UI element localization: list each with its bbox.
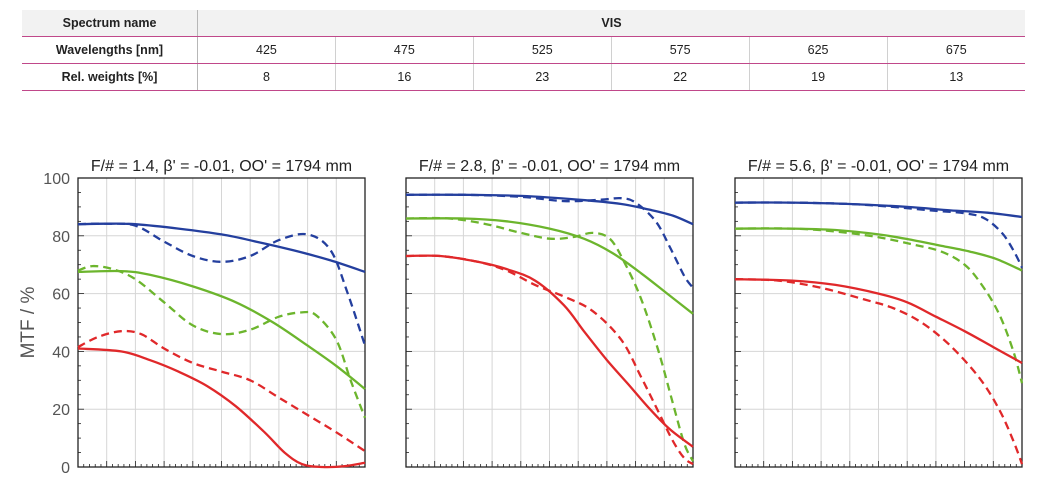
y-tick-label: 0	[61, 460, 70, 477]
y-tick-label: 60	[52, 287, 70, 304]
spectrum-table: Spectrum name VIS Wavelengths [nm] 425 4…	[22, 10, 1025, 91]
chart-title: F/# = 2.8, β' = -0.01, OO' = 1794 mm	[419, 158, 680, 175]
y-tick-label: 40	[52, 344, 70, 361]
weight-cell: 22	[611, 63, 750, 91]
weight-cell: 16	[335, 63, 474, 91]
spectrum-name-value: VIS	[197, 10, 1025, 37]
mtf-curve-solid	[405, 193, 694, 226]
weight-cell: 19	[749, 63, 888, 91]
wavelength-cell: 525	[473, 36, 612, 64]
spectrum-row: Spectrum name VIS	[22, 10, 1025, 37]
wavelength-cell: 425	[197, 36, 336, 64]
chart-title: F/# = 5.6, β' = -0.01, OO' = 1794 mm	[748, 158, 1009, 175]
mtf-curve-dashed	[734, 227, 1024, 384]
weight-cell: 13	[887, 63, 1025, 91]
spectrum-name-label: Spectrum name	[22, 10, 198, 37]
wavelength-cell: 625	[749, 36, 888, 64]
wavelength-row: Wavelengths [nm] 425 475 525 575 625 675	[22, 36, 1025, 64]
mtf-curve-solid	[77, 269, 366, 390]
mtf-curve-solid	[405, 217, 694, 315]
mtf-charts: 0 20 40 60 80 100 MTF / % F/# = 1.4, β' = -0.01…	[18, 158, 1024, 477]
mtf-curve-dashed	[405, 254, 694, 466]
mtf-curve-dashed	[734, 201, 1024, 269]
weight-cell: 8	[197, 63, 336, 91]
y-axis-label: MTF / %	[18, 287, 39, 359]
mtf-curve-solid	[77, 222, 366, 273]
mtf-curve-dashed	[77, 329, 366, 453]
y-tick-label: 20	[52, 402, 70, 419]
wavelength-label: Wavelengths [nm]	[22, 36, 198, 64]
weight-cell: 23	[473, 63, 612, 91]
weights-row: Rel. weights [%] 8 16 23 22 19 13	[22, 63, 1025, 91]
wavelength-cell: 475	[335, 36, 474, 64]
mtf-curve-solid	[734, 278, 1023, 365]
y-tick-label: 100	[43, 171, 70, 188]
weights-label: Rel. weights [%]	[22, 63, 198, 91]
mtf-chart-3: F/# = 5.6, β' = -0.01, OO' = 1794 mm	[734, 158, 1024, 468]
wavelength-cell: 575	[611, 36, 750, 64]
mtf-curve-dashed	[77, 264, 367, 419]
mtf-curve-dashed	[405, 193, 694, 289]
chart-title: F/# = 1.4, β' = -0.01, OO' = 1794 mm	[91, 158, 352, 175]
wavelength-cell: 675	[887, 36, 1025, 64]
mtf-curve-solid	[77, 347, 366, 469]
y-tick-label: 80	[52, 229, 70, 246]
mtf-chart-2: F/# = 2.8, β' = -0.01, OO' = 1794 mm	[405, 158, 695, 468]
mtf-chart-1: 0 20 40 60 80 100 MTF / % F/# = 1.4, β' = -0.01…	[18, 158, 367, 477]
mtf-curve-dashed	[77, 222, 367, 346]
mtf-curve-dashed	[405, 216, 695, 462]
